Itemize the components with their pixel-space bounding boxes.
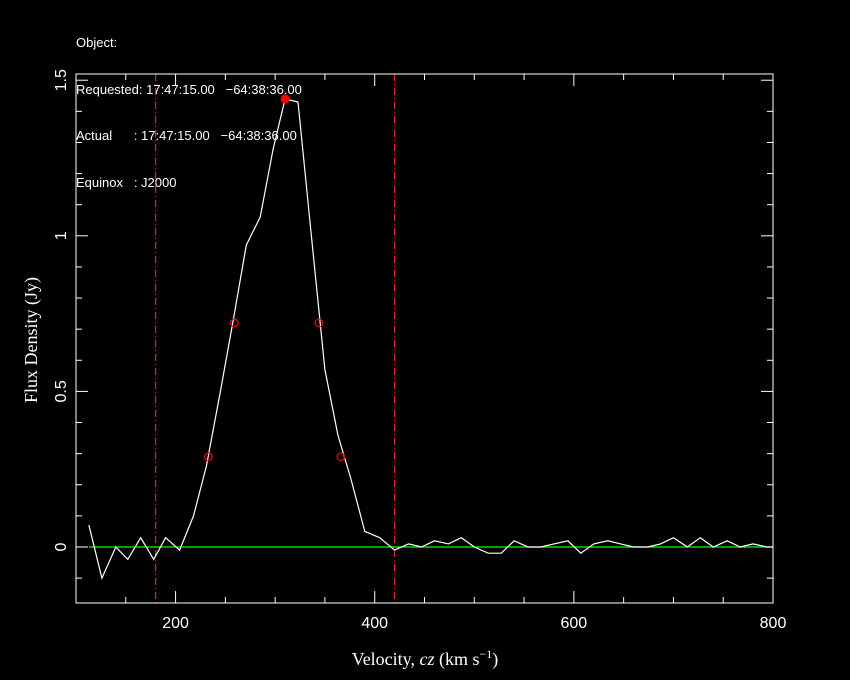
axis-ticks (75, 74, 774, 603)
x-tick-label: 200 (162, 615, 189, 632)
plot-frame (75, 73, 774, 604)
requested-line: Requested: 17:47:15.00 −64:38:36.00 (76, 81, 302, 97)
width-marker (204, 452, 213, 462)
x-tick-labels: 200 400 600 800 (162, 615, 786, 632)
equinox-line: Equinox : J2000 (76, 174, 177, 190)
width-markers (204, 318, 346, 462)
y-tick-labels: 0 0.5 1 1.5 (53, 69, 70, 551)
spectrum-line (88, 98, 773, 580)
width-marker (229, 318, 239, 328)
peak-marker (280, 94, 290, 104)
velocity-window (155, 74, 396, 603)
x-tick-label: 400 (361, 615, 388, 632)
y-tick-label: 0.5 (53, 380, 70, 402)
x-tick-label: 800 (760, 615, 787, 632)
y-axis-label: Flux Density (Jy) (21, 277, 42, 403)
object-line: Object: (76, 35, 118, 50)
x-axis-label: Velocity, cz (km s−1) (352, 647, 499, 670)
width-marker (336, 452, 346, 462)
y-tick-label: 1.5 (53, 69, 70, 91)
x-tick-label: 600 (561, 615, 588, 632)
y-tick-label: 0 (53, 542, 70, 551)
width-marker (314, 318, 324, 328)
y-tick-label: 1 (53, 231, 70, 240)
